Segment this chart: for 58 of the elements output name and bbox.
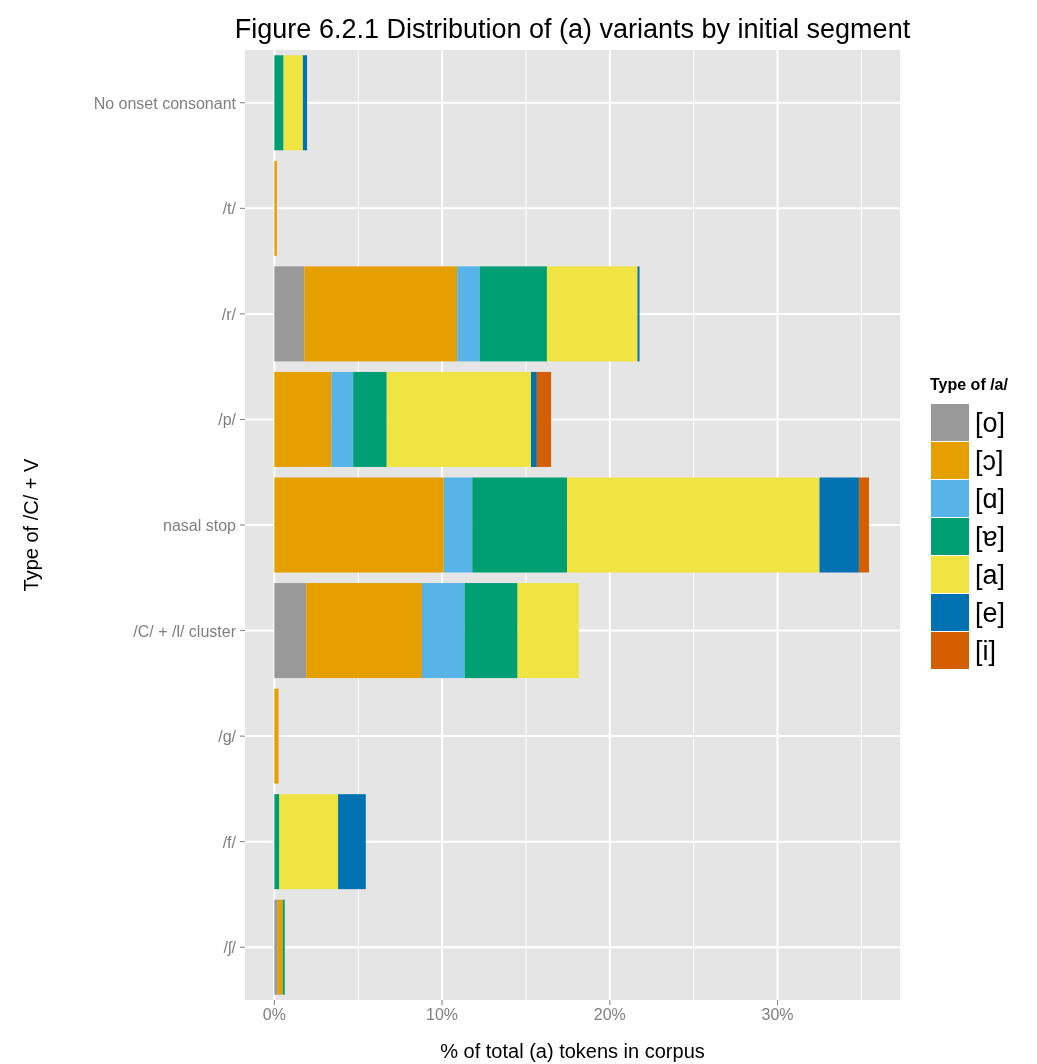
bar [457,266,480,362]
y-tick-label: /r/ [221,305,237,323]
legend-label: [o] [975,408,1006,438]
x-tick-label: 30% [761,1006,794,1023]
x-tick-label: 0% [262,1006,286,1023]
bar [331,371,354,467]
y-tick-label: nasal stop [163,517,237,534]
bar [472,477,568,573]
bar [304,266,458,362]
legend-title: Type of /a/ [930,376,1009,393]
y-tick-label: /t/ [222,200,237,218]
bar [517,583,579,679]
bar [536,371,552,467]
bar [274,477,444,573]
bar [637,266,640,362]
bar [274,688,279,784]
bar [464,583,518,679]
bar [279,794,339,890]
chart-title: Figure 6.2.1 Distribution of (a) variants by initial segment [234,14,911,44]
bar [530,371,537,467]
bar [283,55,303,151]
bar [819,477,859,573]
bar [338,794,366,890]
bar [567,477,820,573]
bar [274,160,277,256]
bar [282,899,285,995]
bar [274,899,278,995]
bar [479,266,547,362]
legend-label: [e] [975,598,1006,628]
x-tick-label: 20% [593,1006,626,1023]
y-tick-label: No onset consonant [93,94,237,112]
bar [386,371,531,467]
bar [274,55,284,151]
bar [306,583,422,679]
y-axis-title: Type of /C/ + V [20,457,42,592]
bar [274,583,307,679]
bar [274,371,332,467]
legend-label: [ɐ] [975,522,1006,552]
bar [443,477,473,573]
legend-label: [a] [975,560,1006,590]
x-axis-title: % of total (a) tokens in corpus [440,1040,705,1062]
legend-label: [i] [975,636,997,666]
bar [421,583,465,679]
legend-label: [ɑ] [975,484,1006,514]
y-tick-label: /p/ [218,411,237,429]
y-tick-label: /ʃ/ [223,939,237,957]
bar [302,55,308,151]
x-tick-label: 10% [426,1006,459,1023]
bar [277,899,283,995]
bar [274,794,280,890]
y-tick-label: /f/ [222,833,237,851]
legend-label: [ɔ] [975,446,1004,476]
y-tick-label: /g/ [218,728,237,746]
bar [858,477,869,573]
y-tick-label: /C/ + /l/ cluster [133,622,237,640]
bar [353,371,387,467]
bar [546,266,638,362]
bar [274,266,305,362]
